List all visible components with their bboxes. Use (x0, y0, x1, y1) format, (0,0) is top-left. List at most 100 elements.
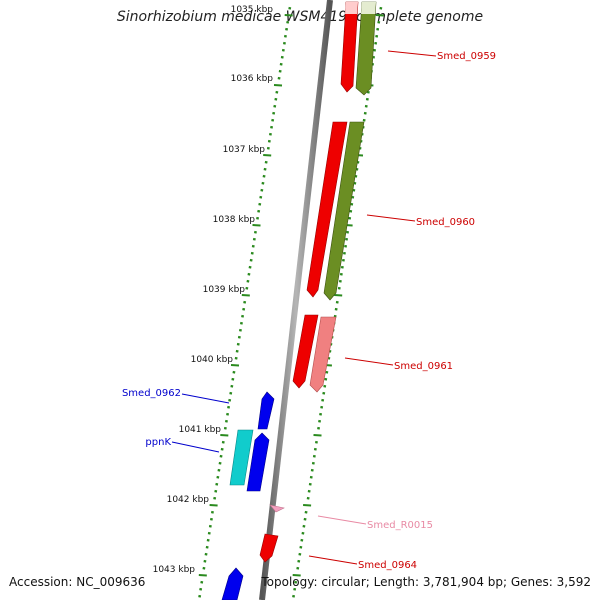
kbp-label-1037: 1037 kbp (223, 145, 266, 155)
left-scale-minor-tick (213, 496, 217, 500)
left-scale-minor-tick (271, 118, 275, 122)
gene-label-smed-0962[interactable]: Smed_0962 (122, 388, 181, 399)
left-scale-minor-tick (205, 545, 209, 549)
right-scale-minor-tick (317, 426, 321, 430)
left-scale-major-tick (284, 14, 293, 17)
left-scale-minor-tick (224, 419, 228, 423)
left-scale-minor-tick (288, 6, 292, 10)
right-scale-minor-tick (350, 202, 354, 206)
gene-arrow-smed-0962[interactable] (257, 391, 275, 430)
kbp-label-1036: 1036 kbp (231, 74, 274, 84)
right-scale-minor-tick (346, 230, 350, 234)
right-scale-minor-tick (333, 314, 337, 318)
right-scale-minor-tick (322, 391, 326, 395)
gene-arrow-smed-0964[interactable] (259, 533, 279, 563)
gene-arrow-smed-0959[interactable] (355, 1, 377, 96)
left-scale-minor-tick (283, 34, 287, 38)
left-scale-minor-tick (226, 412, 230, 416)
gene-arrow-smed-0961[interactable] (309, 316, 337, 393)
left-scale-minor-tick (216, 475, 220, 479)
left-scale-minor-tick (219, 454, 223, 458)
gene-arrow-smed-r0015[interactable] (269, 504, 285, 513)
kbp-label-1038: 1038 kbp (213, 215, 256, 225)
left-scale-minor-tick (282, 41, 286, 45)
gene-arrow-red-top-faded (345, 2, 358, 14)
left-scale-minor-tick (243, 300, 247, 304)
right-scale-minor-tick (297, 559, 301, 563)
gene-arrow-blue-bottom[interactable] (221, 567, 244, 600)
callout-line-smed-r0015 (317, 515, 367, 525)
left-scale-minor-tick (246, 279, 250, 283)
right-scale-minor-tick (379, 6, 383, 10)
left-scale-minor-tick (281, 48, 285, 52)
left-scale-minor-tick (272, 111, 276, 115)
gene-arrow-blue-1041[interactable] (246, 432, 270, 492)
left-scale-minor-tick (214, 489, 218, 493)
left-scale-minor-tick (257, 209, 261, 213)
left-scale-minor-tick (279, 62, 283, 66)
kbp-label-1041: 1041 kbp (179, 425, 222, 435)
left-scale-minor-tick (223, 426, 227, 430)
right-scale-minor-tick (293, 587, 297, 591)
right-scale-minor-tick (319, 412, 323, 416)
right-scale-minor-tick (375, 34, 379, 38)
gene-label-smed-0964[interactable]: Smed_0964 (358, 560, 417, 571)
left-scale-minor-tick (232, 370, 236, 374)
gene-label-smed-0961[interactable]: Smed_0961 (394, 361, 453, 372)
gene-arrow-red-1040[interactable] (292, 314, 319, 389)
left-scale-major-tick (241, 294, 250, 297)
gene-label-ppnk[interactable]: ppnK (145, 437, 171, 448)
right-scale-minor-tick (374, 41, 378, 45)
left-scale-minor-tick (242, 307, 246, 311)
left-scale-minor-tick (209, 517, 213, 521)
left-scale-minor-tick (204, 552, 208, 556)
right-scale-minor-tick (292, 594, 296, 598)
right-scale-major-tick (375, 14, 384, 17)
scale-ticks (198, 6, 293, 598)
right-scale-minor-tick (304, 510, 308, 514)
right-scale-minor-tick (337, 286, 341, 290)
callout-line-smed-0962 (181, 393, 230, 404)
gene-label-smed-0960[interactable]: Smed_0960 (416, 217, 475, 228)
left-scale-minor-tick (220, 447, 224, 451)
left-scale-minor-tick (227, 405, 231, 409)
right-scale-minor-tick (308, 482, 312, 486)
right-scale-minor-tick (366, 90, 370, 94)
left-scale-major-tick (209, 504, 218, 507)
gene-arrow-red-1037[interactable] (306, 121, 348, 298)
right-scale-minor-tick (320, 405, 324, 409)
left-scale-minor-tick (280, 55, 284, 59)
right-scale-minor-tick (345, 237, 349, 241)
gene-label-smed-r0015[interactable]: Smed_R0015 (367, 520, 433, 531)
right-scale-minor-tick (301, 531, 305, 535)
right-scale-major-tick (303, 504, 312, 507)
left-scale-minor-tick (198, 594, 202, 598)
left-scale-major-tick (252, 224, 261, 227)
left-scale-minor-tick (278, 69, 282, 73)
left-scale-minor-tick (203, 559, 207, 563)
left-scale-minor-tick (250, 251, 254, 255)
left-scale-minor-tick (248, 265, 252, 269)
left-scale-minor-tick (267, 139, 271, 143)
right-scale-minor-tick (300, 538, 304, 542)
left-scale-minor-tick (253, 230, 257, 234)
gene-arrow-smed-0960[interactable] (323, 121, 365, 301)
left-scale-minor-tick (258, 202, 262, 206)
left-scale-minor-tick (228, 398, 232, 402)
left-scale-minor-tick (234, 356, 238, 360)
right-scale-minor-tick (377, 20, 381, 24)
right-scale-minor-tick (376, 27, 380, 31)
left-scale-major-tick (273, 84, 283, 87)
left-scale-minor-tick (251, 244, 255, 248)
callout-line-ppnk (171, 441, 220, 453)
left-scale-minor-tick (230, 384, 234, 388)
right-scale-minor-tick (318, 419, 322, 423)
callout-line-smed-0961 (344, 357, 394, 366)
gene-arrow-red-top[interactable] (340, 1, 359, 93)
right-scale-minor-tick (342, 251, 346, 255)
gene-label-smed-0959[interactable]: Smed_0959 (437, 51, 496, 62)
gene-arrow-ppnk[interactable] (229, 429, 254, 486)
left-scale-minor-tick (268, 132, 272, 136)
right-scale-minor-tick (335, 300, 339, 304)
